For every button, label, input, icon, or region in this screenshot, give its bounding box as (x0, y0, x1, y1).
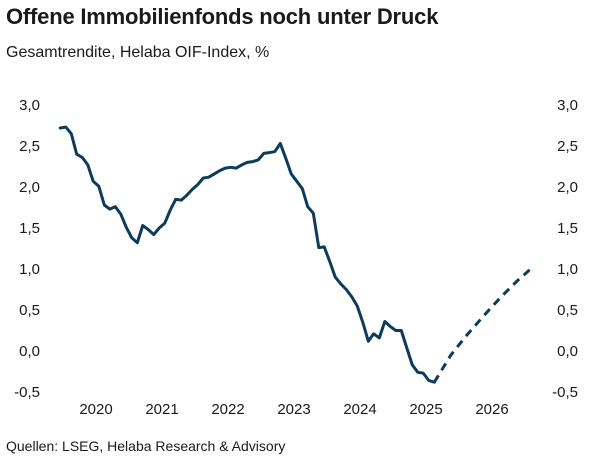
x-tick: 2025 (409, 401, 442, 418)
y-tick-right: 1,5 (557, 220, 578, 237)
y-tick-right: -0,5 (552, 384, 578, 401)
y-tick-right: 3,0 (557, 97, 578, 114)
series-group (58, 125, 535, 384)
source-note: Quellen: LSEG, Helaba Research & Advisor… (6, 438, 286, 454)
x-tick: 2020 (79, 401, 112, 418)
y-axis-right: 3,0 2,5 2,0 1,5 1,0 0,5 0,0 -0,5 (552, 97, 578, 401)
y-axis-left: 3,0 2,5 2,0 1,5 1,0 0,5 0,0 -0,5 (14, 97, 40, 401)
series-forecast-line (433, 264, 535, 383)
x-tick: 2026 (475, 401, 508, 418)
chart-title: Offene Immobilienfonds noch unter Druck (6, 4, 439, 29)
y-tick-left: 0,0 (19, 343, 40, 360)
y-tick-left: -0,5 (14, 384, 40, 401)
chart-subtitle: Gesamtrendite, Helaba OIF-Index, % (6, 44, 270, 61)
y-tick-right: 2,0 (557, 179, 578, 196)
x-axis: 2020 2021 2022 2023 2024 2025 2026 (79, 401, 508, 418)
y-tick-left: 3,0 (19, 97, 40, 114)
y-tick-left: 0,5 (19, 302, 40, 319)
y-tick-left: 2,0 (19, 179, 40, 196)
y-tick-left: 2,5 (19, 138, 40, 155)
y-tick-right: 2,5 (557, 138, 578, 155)
x-tick: 2022 (211, 401, 244, 418)
series-actual-line (58, 125, 436, 384)
x-tick: 2023 (277, 401, 310, 418)
y-tick-right: 0,5 (557, 302, 578, 319)
y-tick-left: 1,0 (19, 261, 40, 278)
y-tick-right: 1,0 (557, 261, 578, 278)
y-tick-left: 1,5 (19, 220, 40, 237)
x-tick: 2021 (145, 401, 178, 418)
x-tick: 2024 (343, 401, 376, 418)
y-tick-right: 0,0 (557, 343, 578, 360)
